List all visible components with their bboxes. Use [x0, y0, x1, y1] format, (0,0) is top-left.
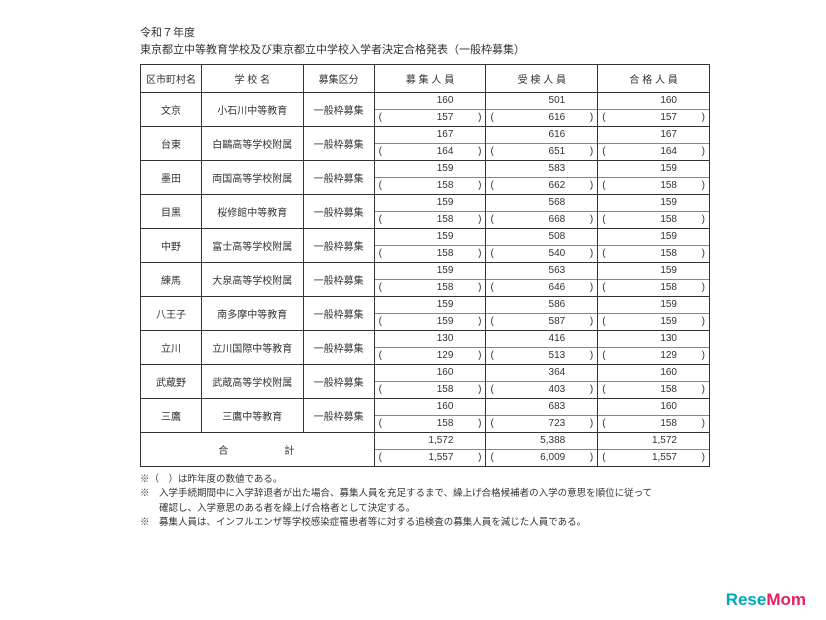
col-juken: 受 検 人 員 — [486, 65, 598, 93]
type-cell: 一般枠募集 — [303, 331, 374, 365]
school-cell: 小石川中等教育 — [201, 93, 303, 127]
note-1: ※（ ）は昨年度の数値である。 — [140, 473, 710, 487]
type-cell: 一般枠募集 — [303, 263, 374, 297]
ward-cell: 目黒 — [141, 195, 202, 229]
results-table: 区市町村名 学 校 名 募集区分 募 集 人 員 受 検 人 員 合 格 人 員… — [140, 64, 710, 467]
school-cell: 立川国際中等教育 — [201, 331, 303, 365]
school-cell: 桜修館中等教育 — [201, 195, 303, 229]
notes: ※（ ）は昨年度の数値である。 ※ 入学手続期間中に入学辞退者が出た場合、募集人… — [140, 473, 710, 530]
type-cell: 一般枠募集 — [303, 195, 374, 229]
logo: ReseMom — [726, 590, 806, 610]
ward-cell: 三鷹 — [141, 399, 202, 433]
table-row: 練馬大泉高等学校附属一般枠募集159(158)563(646)159(158) — [141, 263, 710, 297]
type-cell: 一般枠募集 — [303, 161, 374, 195]
logo-part2: Mom — [766, 590, 806, 609]
logo-part1: Rese — [726, 590, 767, 609]
ward-cell: 練馬 — [141, 263, 202, 297]
col-school: 学 校 名 — [201, 65, 303, 93]
table-row: 中野富士高等学校附属一般枠募集159(158)508(540)159(158) — [141, 229, 710, 263]
table-row: 目黒桜修館中等教育一般枠募集159(158)568(668)159(158) — [141, 195, 710, 229]
header-title: 東京都立中等教育学校及び東京都立中学校入学者決定合格発表（一般枠募集） — [140, 42, 726, 59]
table-row: 立川立川国際中等教育一般枠募集130(129)416(513)130(129) — [141, 331, 710, 365]
type-cell: 一般枠募集 — [303, 297, 374, 331]
col-bosyu: 募 集 人 員 — [374, 65, 486, 93]
type-cell: 一般枠募集 — [303, 93, 374, 127]
table-row: 三鷹三鷹中等教育一般枠募集160(158)683(723)160(158) — [141, 399, 710, 433]
ward-cell: 中野 — [141, 229, 202, 263]
school-cell: 大泉高等学校附属 — [201, 263, 303, 297]
school-cell: 三鷹中等教育 — [201, 399, 303, 433]
ward-cell: 墨田 — [141, 161, 202, 195]
table-row: 文京小石川中等教育一般枠募集160(157)501(616)160(157) — [141, 93, 710, 127]
table-row: 墨田両国高等学校附属一般枠募集159(158)583(662)159(158) — [141, 161, 710, 195]
school-cell: 南多摩中等教育 — [201, 297, 303, 331]
note-2b: 確認し、入学意思のある者を繰上げ合格者として決定する。 — [140, 502, 710, 516]
table-row: 台東白鷗高等学校附属一般枠募集167(164)616(651)167(164) — [141, 127, 710, 161]
total-label: 合 計 — [141, 433, 375, 467]
type-cell: 一般枠募集 — [303, 365, 374, 399]
note-2: ※ 入学手続期間中に入学辞退者が出た場合、募集人員を充足するまで、繰上げ合格候補… — [140, 487, 710, 501]
col-type: 募集区分 — [303, 65, 374, 93]
col-ward: 区市町村名 — [141, 65, 202, 93]
type-cell: 一般枠募集 — [303, 399, 374, 433]
type-cell: 一般枠募集 — [303, 229, 374, 263]
type-cell: 一般枠募集 — [303, 127, 374, 161]
total-row: 合 計1,572(1,557)5,388(6,009)1,572(1,557) — [141, 433, 710, 467]
col-gokaku: 合 格 人 員 — [598, 65, 710, 93]
school-cell: 両国高等学校附属 — [201, 161, 303, 195]
school-cell: 富士高等学校附属 — [201, 229, 303, 263]
ward-cell: 八王子 — [141, 297, 202, 331]
note-3: ※ 募集人員は、インフルエンザ等学校感染症罹患者等に対する追検査の募集人員を減じ… — [140, 516, 710, 530]
ward-cell: 台東 — [141, 127, 202, 161]
ward-cell: 文京 — [141, 93, 202, 127]
table-row: 八王子南多摩中等教育一般枠募集159(159)586(587)159(159) — [141, 297, 710, 331]
ward-cell: 立川 — [141, 331, 202, 365]
school-cell: 武蔵高等学校附属 — [201, 365, 303, 399]
school-cell: 白鷗高等学校附属 — [201, 127, 303, 161]
ward-cell: 武蔵野 — [141, 365, 202, 399]
header-year: 令和７年度 — [140, 25, 726, 42]
table-row: 武蔵野武蔵高等学校附属一般枠募集160(158)364(403)160(158) — [141, 365, 710, 399]
